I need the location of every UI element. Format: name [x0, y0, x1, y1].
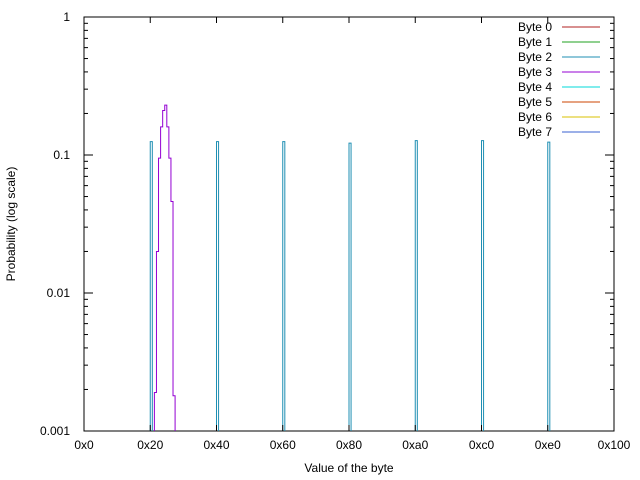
x-axis-label: Value of the byte [304, 461, 394, 475]
y-tick-label: 0.001 [40, 424, 70, 438]
y-tick-label: 1 [63, 10, 70, 24]
legend-label: Byte 4 [518, 80, 552, 94]
series-line-byte-3 [153, 104, 176, 431]
y-axis-label: Probability (log scale) [4, 167, 18, 282]
y-tick-label: 0.01 [47, 286, 71, 300]
x-tick-label: 0x40 [203, 438, 229, 452]
x-tick-label: 0x0 [74, 438, 94, 452]
x-axis-ticks: 0x0 0x20 0x40 0x60 0x80 0xa0 0xc0 0xe0 0x100 [74, 17, 631, 452]
legend-label: Byte 2 [518, 50, 552, 64]
y-axis-ticks: 0.001 0.01 0.1 1 [40, 10, 614, 438]
x-tick-label: 0xa0 [402, 438, 428, 452]
x-tick-label: 0xc0 [469, 438, 495, 452]
x-tick-label: 0x20 [137, 438, 163, 452]
legend-label: Byte 1 [518, 35, 552, 49]
x-tick-label: 0xe0 [535, 438, 561, 452]
legend-label: Byte 3 [518, 65, 552, 79]
plot-area [149, 104, 551, 431]
x-tick-label: 0x80 [336, 438, 362, 452]
legend-label: Byte 7 [518, 125, 552, 139]
legend-label: Byte 5 [518, 95, 552, 109]
x-tick-label: 0x60 [270, 438, 296, 452]
legend-label: Byte 0 [518, 20, 552, 34]
y-tick-label: 0.1 [53, 148, 70, 162]
series-line-byte-2 [149, 140, 551, 431]
x-tick-label: 0x100 [598, 438, 631, 452]
legend-label: Byte 6 [518, 110, 552, 124]
